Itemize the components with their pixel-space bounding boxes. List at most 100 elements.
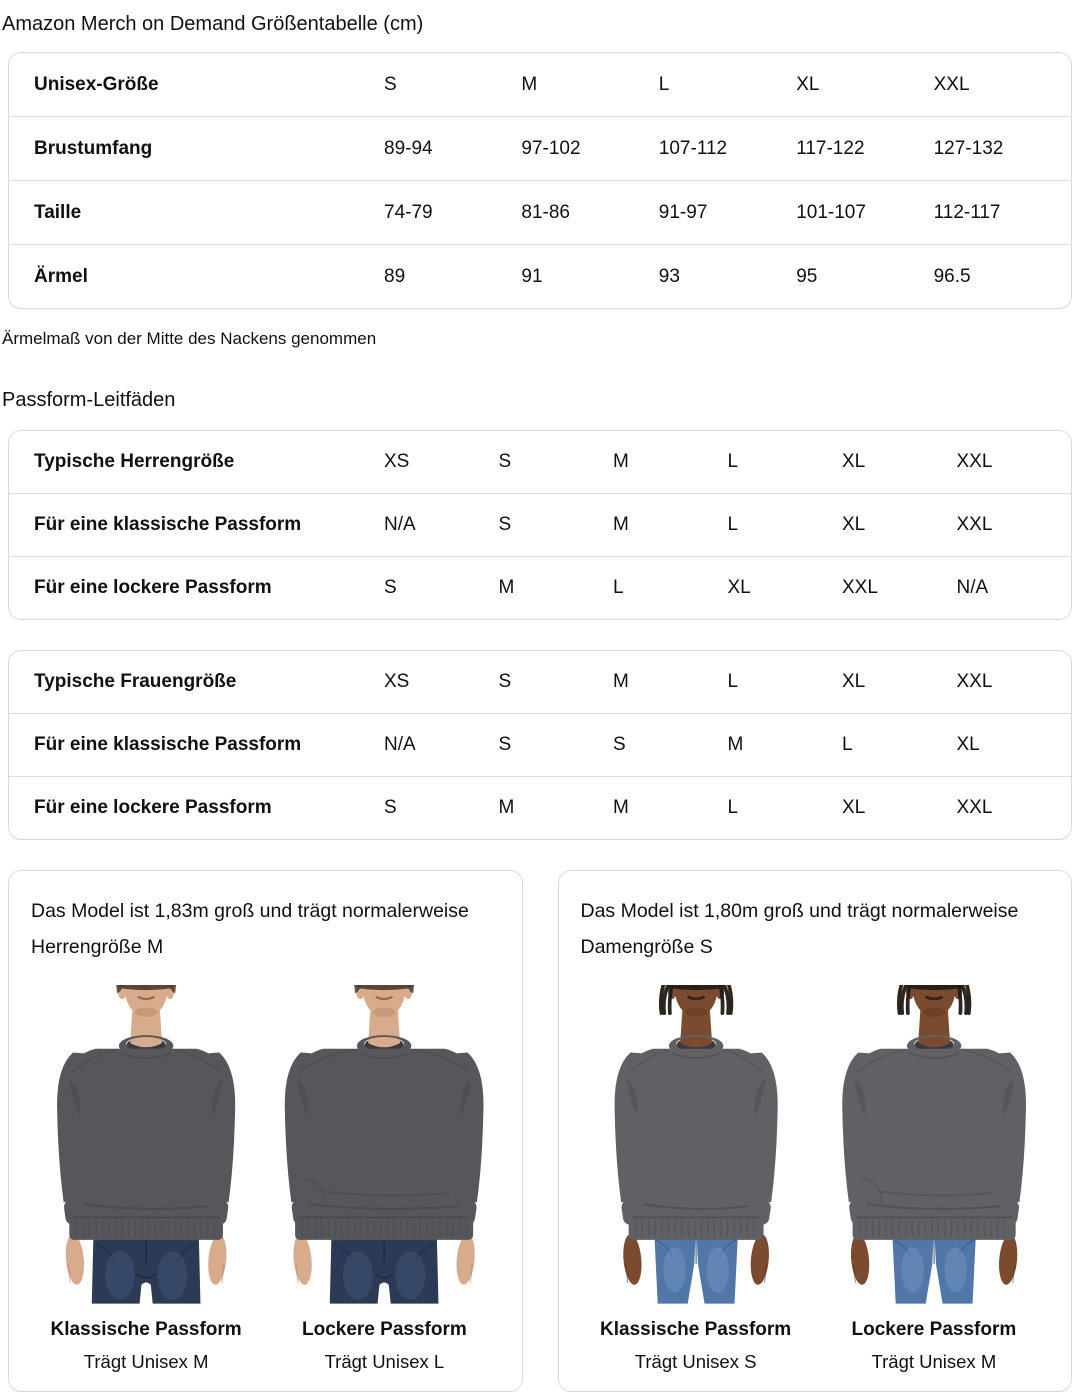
table-cell: XXL: [956, 671, 993, 692]
table-cell: 117-122: [796, 137, 865, 159]
model-figure: Lockere Passform Trägt Unisex L: [267, 985, 501, 1373]
table-row: Ärmel 89 91 93 95 96.5: [9, 244, 1071, 308]
womens-fit-table: Typische Frauengröße XS S M L XL XXL Für…: [8, 650, 1072, 840]
table-cell: S: [384, 73, 397, 95]
table-cell: 112-117: [933, 201, 1001, 223]
row-label: Für eine klassische Passform: [34, 734, 302, 755]
table-cell: S: [498, 514, 512, 535]
table-cell: XL: [727, 577, 751, 598]
table-cell: XL: [842, 514, 866, 535]
row-label: Typische Frauengröße: [34, 671, 237, 692]
table-cell: S: [498, 451, 512, 472]
male-model-loose-fit-photo: [285, 985, 484, 1304]
table-cell: S: [498, 671, 512, 692]
fit-label: Klassische Passform: [600, 1318, 792, 1340]
table-row: Für eine klassische Passform N/A S M L X…: [9, 493, 1071, 556]
row-label: Unisex-Größe: [34, 73, 159, 95]
fit-guides-heading: Passform-Leitfäden: [2, 389, 176, 411]
table-cell: L: [613, 577, 624, 598]
size-label: Trägt Unisex M: [83, 1350, 209, 1372]
table-row: Taille 74-79 81-86 91-97 101-107 112-117: [9, 180, 1071, 244]
table-cell: XXL: [933, 73, 970, 95]
table-cell: 91-97: [658, 201, 708, 223]
size-label: Trägt Unisex S: [634, 1350, 757, 1372]
row-label: Für eine lockere Passform: [34, 577, 272, 598]
table-row: Für eine lockere Passform S M L XL XXL N…: [9, 556, 1071, 619]
table-cell: XS: [384, 451, 410, 472]
table-cell: XL: [956, 734, 980, 755]
table-cell: XL: [842, 451, 866, 472]
model-card-men: Das Model ist 1,83m groß und trägt norma…: [8, 870, 523, 1392]
table-cell: M: [498, 797, 515, 818]
row-label: Brustumfang: [34, 137, 153, 159]
model-card-women: Das Model ist 1,80m groß und trägt norma…: [557, 870, 1072, 1392]
model-figure: Lockere Passform Trägt Unisex M: [817, 985, 1051, 1373]
table-cell: L: [727, 797, 739, 818]
table-cell: 97-102: [521, 137, 581, 159]
fit-label: Klassische Passform: [50, 1318, 242, 1340]
table-row: Brustumfang 89-94 97-102 107-112 117-122…: [9, 116, 1071, 180]
unisex-size-table: Unisex-Größe S M L XL XXL Brustumfang 89…: [8, 52, 1072, 309]
table-cell: S: [498, 734, 512, 755]
table-row: Typische Herrengröße XS S M L XL XXL: [9, 431, 1071, 493]
table-cell: XL: [842, 671, 866, 692]
table-cell: M: [498, 577, 515, 598]
table-cell: L: [727, 514, 739, 535]
model-cards: Das Model ist 1,83m groß und trägt norma…: [8, 870, 1072, 1392]
table-cell: S: [384, 577, 397, 598]
table-cell: N/A: [384, 514, 416, 535]
mens-fit-table: Typische Herrengröße XS S M L XL XXL Für…: [8, 430, 1072, 620]
model-description: Das Model ist 1,83m groß und trägt norma…: [31, 900, 469, 958]
female-model-loose-fit-photo: [842, 985, 1026, 1304]
model-figure: Klassische Passform Trägt Unisex S: [579, 985, 813, 1373]
table-cell: 127-132: [933, 137, 1004, 159]
table-cell: N/A: [956, 577, 989, 598]
row-label: Taille: [34, 201, 82, 223]
table-cell: M: [613, 451, 629, 472]
model-description: Das Model ist 1,80m groß und trägt norma…: [580, 900, 1019, 958]
table-cell: 96.5: [933, 265, 971, 287]
table-cell: 74-79: [384, 201, 433, 223]
row-label: Typische Herrengröße: [34, 451, 235, 472]
table-cell: M: [521, 73, 538, 95]
row-label: Ärmel: [34, 265, 88, 287]
table-cell: L: [842, 734, 853, 755]
table-row: Für eine klassische Passform N/A S S M L…: [9, 713, 1071, 776]
row-label: Für eine lockere Passform: [34, 797, 272, 818]
table-cell: XXL: [956, 451, 993, 472]
table-cell: N/A: [384, 734, 416, 755]
table-cell: L: [727, 451, 739, 472]
size-table-footnote: Ärmelmaß von der Mitte des Nackens genom…: [2, 329, 377, 348]
table-cell: XS: [384, 671, 410, 692]
table-cell: 81-86: [521, 201, 570, 223]
row-label: Für eine klassische Passform: [34, 514, 302, 535]
table-cell: M: [727, 734, 744, 755]
table-cell: 93: [658, 265, 680, 287]
male-model-classic-fit-photo: [57, 985, 236, 1304]
female-model-classic-fit-photo: [614, 985, 778, 1304]
table-cell: M: [613, 797, 629, 818]
table-row: Für eine lockere Passform S M M L XL XXL: [9, 776, 1071, 839]
table-cell: S: [384, 797, 397, 818]
page-title: Amazon Merch on Demand Größentabelle (cm…: [2, 13, 424, 35]
model-photos: Klassische Passform Trägt Unisex M Locke…: [29, 985, 502, 1373]
size-label: Trägt Unisex L: [324, 1350, 445, 1372]
table-cell: XL: [842, 797, 866, 818]
table-cell: L: [658, 73, 670, 95]
table-cell: 89-94: [384, 137, 433, 159]
fit-label: Lockere Passform: [302, 1318, 467, 1340]
table-cell: 101-107: [796, 201, 866, 223]
model-photos: Klassische Passform Trägt Unisex S Locke…: [579, 985, 1052, 1373]
table-cell: XL: [796, 73, 820, 95]
table-cell: S: [613, 734, 626, 755]
table-cell: 89: [384, 265, 406, 287]
table-cell: XXL: [956, 797, 993, 818]
size-label: Trägt Unisex M: [871, 1350, 997, 1372]
table-cell: 91: [521, 265, 543, 287]
table-row: Unisex-Größe S M L XL XXL: [9, 53, 1071, 116]
table-cell: M: [613, 671, 629, 692]
fit-label: Lockere Passform: [851, 1318, 1017, 1340]
table-cell: XXL: [842, 577, 878, 598]
table-cell: L: [727, 671, 739, 692]
